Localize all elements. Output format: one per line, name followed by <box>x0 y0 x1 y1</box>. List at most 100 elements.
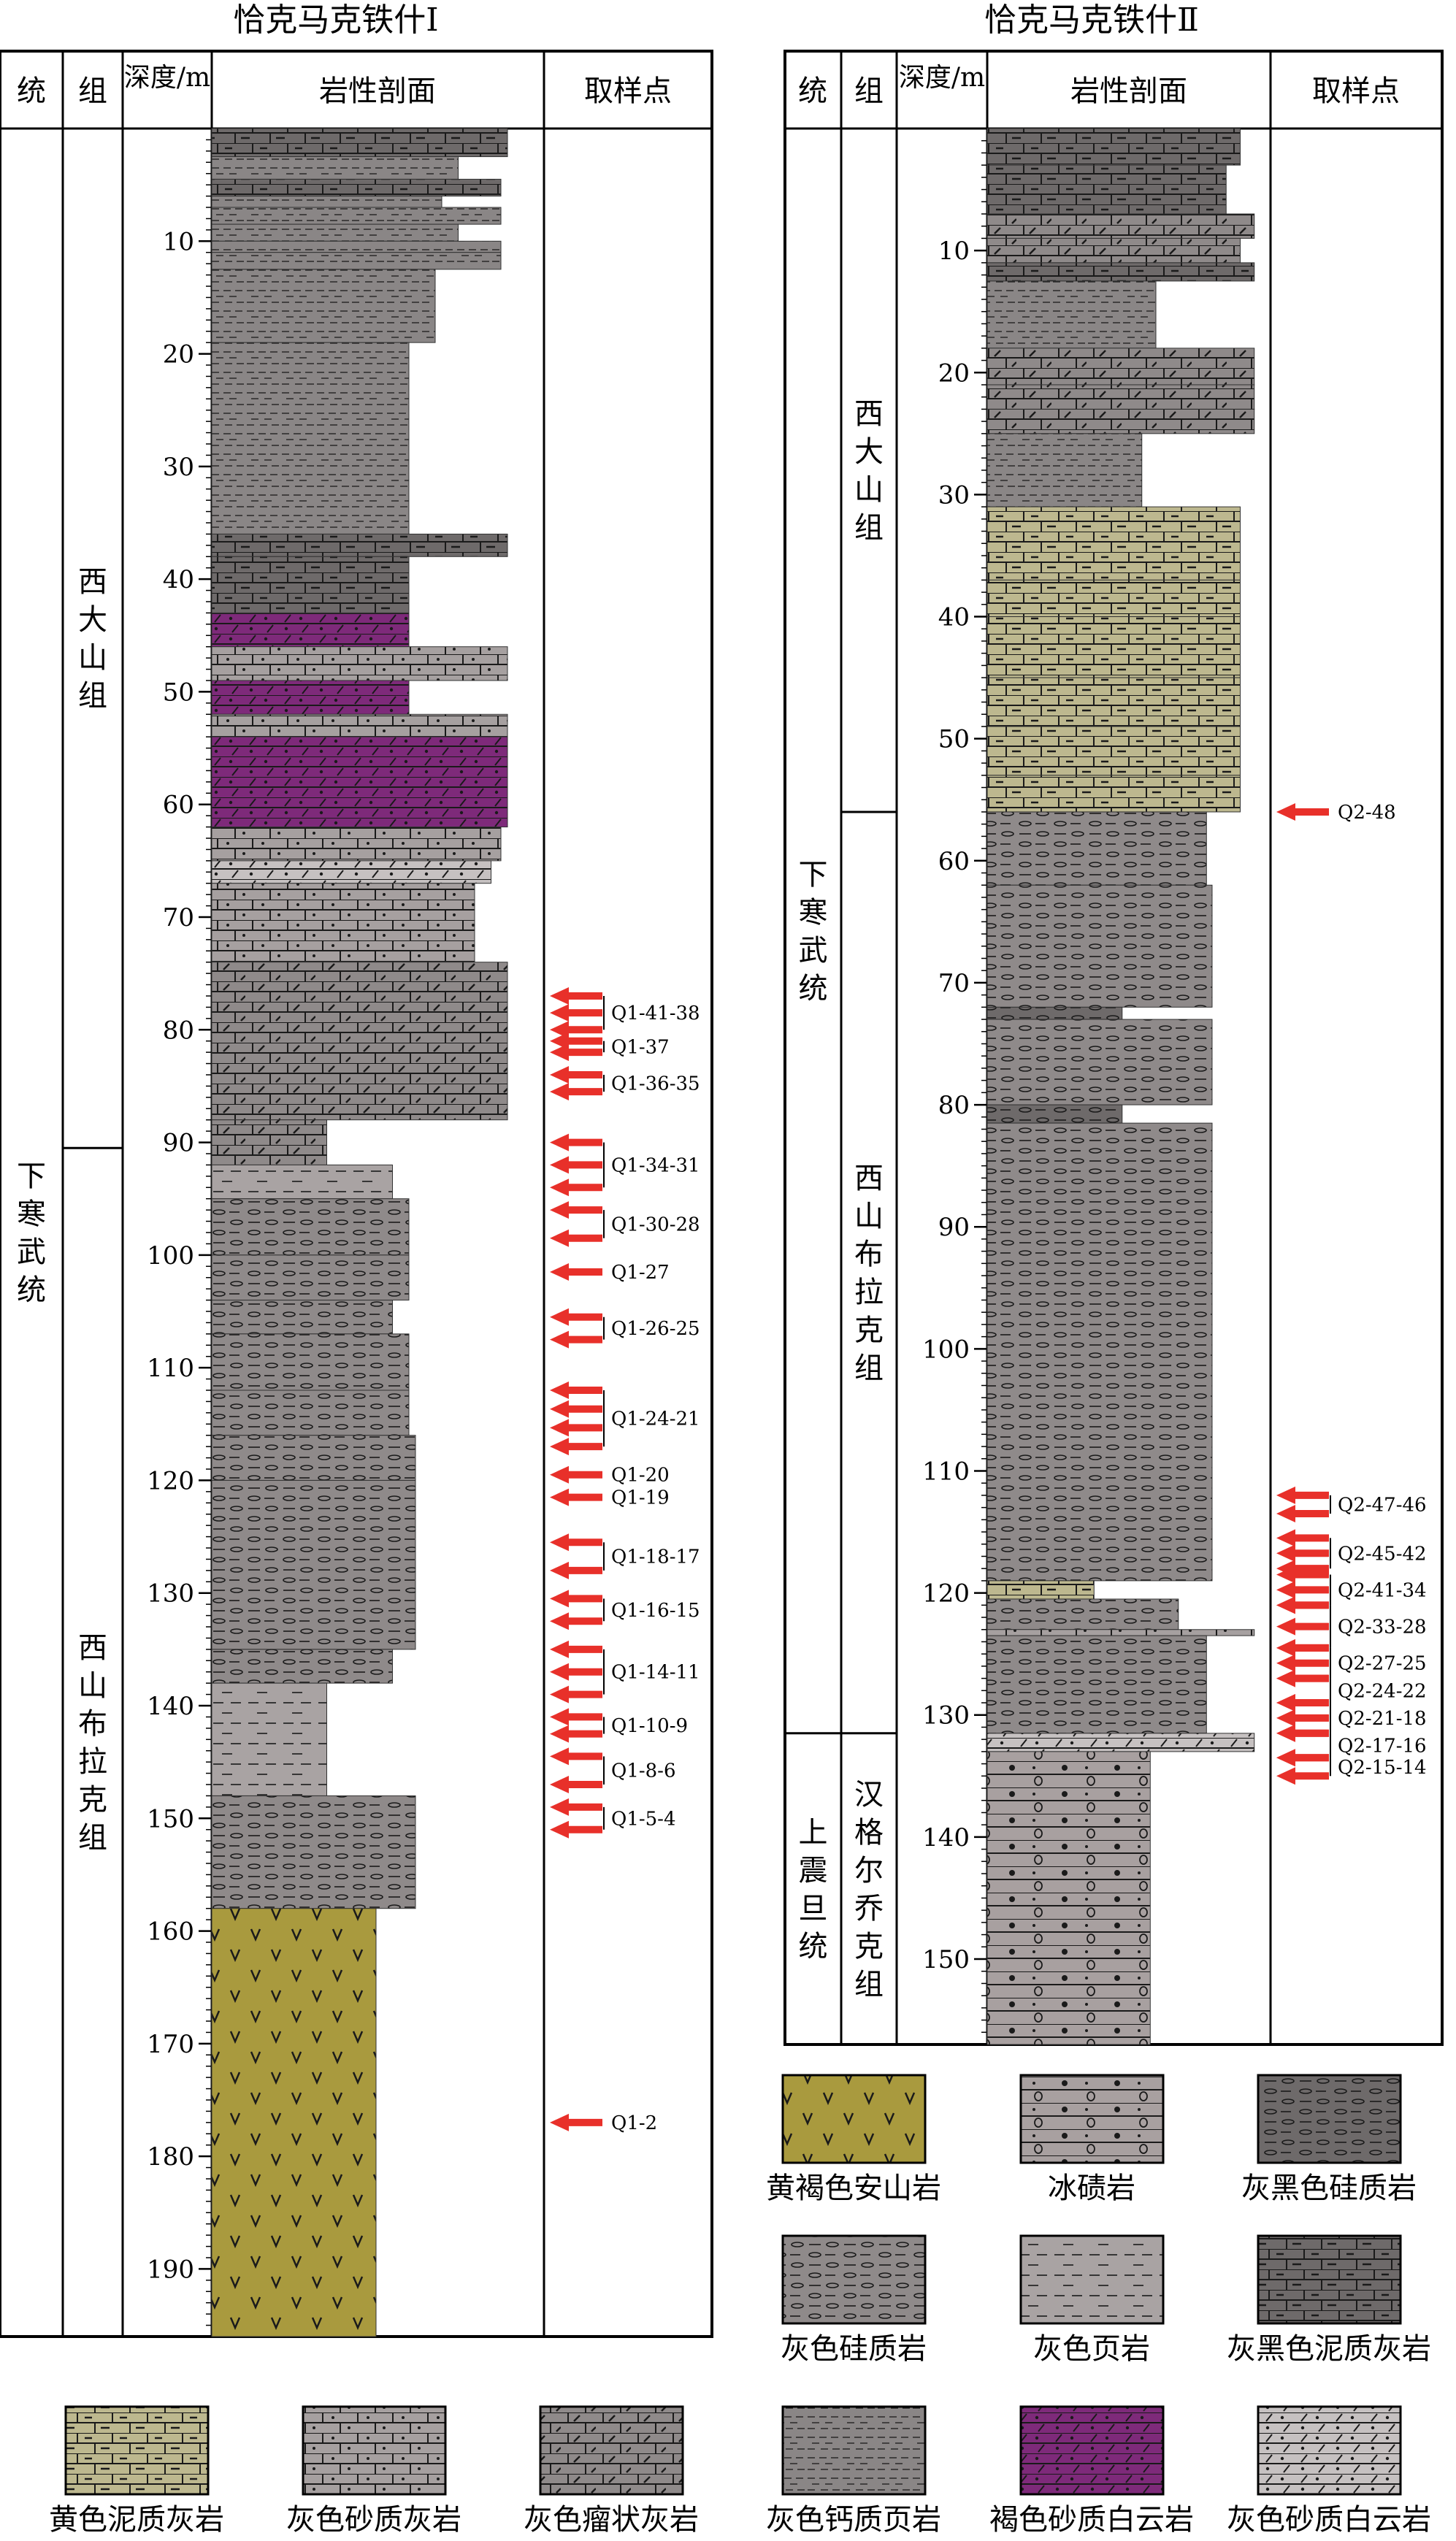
depth-tick-label: 130 <box>147 1579 194 1609</box>
depth-tick-label: 90 <box>163 1129 194 1158</box>
lith-layer-gray-siliceous-rock <box>211 1390 410 1436</box>
depth-tick-label: 140 <box>147 1692 194 1721</box>
depth-tick-label: 60 <box>163 791 194 820</box>
depth-tick-label: 190 <box>147 2255 194 2284</box>
sample-marker: Q1-37 <box>550 1032 670 1062</box>
sample-label: Q2-17-16 <box>1338 1736 1427 1758</box>
lith-layer-brown-sandy-dolomite <box>211 680 410 715</box>
sample-label: Q2-15-14 <box>1338 1757 1427 1779</box>
column-2-header-series: 统 <box>798 74 827 108</box>
formation-unit-label: 西大山组 <box>854 397 884 545</box>
legend-swatch <box>539 2405 684 2496</box>
depth-tick-label: 180 <box>147 2142 194 2172</box>
sample-arrow <box>550 2113 602 2131</box>
lith-layer-brown-sandy-dolomite <box>211 736 508 828</box>
sample-arrow <box>1276 1694 1329 1712</box>
depth-tick-label: 30 <box>938 480 970 510</box>
column-2-header-formation: 组 <box>854 74 884 108</box>
sample-arrow <box>550 1381 602 1399</box>
legend-label: 冰碛岩 <box>1048 2172 1135 2205</box>
depth-tick-label: 20 <box>163 340 194 369</box>
lith-layer-dark-marly-limestone <box>986 128 1241 166</box>
sample-arrow <box>1276 1504 1329 1522</box>
depth-tick-label: 80 <box>938 1091 970 1120</box>
lith-layer-gray-sandy-limestone <box>211 827 502 862</box>
lith-layer-gray-calcareous-shale <box>211 207 502 225</box>
sample-arrow <box>1276 1565 1329 1584</box>
depth-tick-label: 110 <box>147 1354 194 1383</box>
legend-label: 灰黑色泥质灰岩 <box>1227 2332 1431 2366</box>
legend-item: 灰色硅质岩 <box>781 2234 927 2366</box>
sample-marker: Q1-19 <box>550 1487 670 1509</box>
lith-layer-gray-siliceous-rock <box>986 1635 1207 1734</box>
lith-layer-tillite <box>986 1751 1151 2045</box>
column-1-header-samples: 取样点 <box>584 74 672 108</box>
depth-tick-label: 30 <box>163 453 194 482</box>
lith-layer-gray-siliceous-rock <box>211 1795 416 1909</box>
column-1-title: 恰克马克铁什Ⅰ <box>233 1 438 39</box>
lith-layer-gray-nodular-limestone <box>986 408 1255 434</box>
column-2-header-depth: 深度/m <box>899 63 985 93</box>
sample-label: Q1-5-4 <box>611 1808 676 1830</box>
depth-tick-label: 10 <box>938 237 970 266</box>
legend-swatch <box>1019 2074 1165 2164</box>
sample-marker: Q1-30-28 <box>550 1201 700 1247</box>
sample-arrow <box>550 1156 602 1174</box>
sample-arrow <box>550 1640 602 1658</box>
lith-layer-brown-sandy-dolomite <box>211 612 410 648</box>
legend-label: 黄色泥质灰岩 <box>49 2503 224 2537</box>
lith-layer-gray-nodular-limestone <box>211 1119 327 1165</box>
lith-layer-gray-shale <box>211 1682 327 1796</box>
legend-swatch <box>781 2074 927 2164</box>
lith-layer-gray-calcareous-shale <box>986 433 1143 507</box>
sample-label: Q1-14-11 <box>611 1662 700 1684</box>
sample-arrow <box>550 1663 602 1681</box>
lith-layer-dark-marly-limestone <box>211 533 508 557</box>
sample-arrow <box>1276 1724 1329 1742</box>
formation-unit-label: 西大山组 <box>78 565 107 713</box>
legend-item: 灰色砂质灰岩 <box>286 2405 461 2537</box>
sample-label: Q1-37 <box>611 1036 670 1058</box>
lith-layer-gray-siliceous-rock <box>211 1198 410 1256</box>
sample-arrow <box>1276 1749 1329 1767</box>
sample-arrow <box>550 1229 602 1247</box>
sample-arrow <box>550 1590 602 1608</box>
legend-item: 灰色页岩 <box>1019 2234 1165 2366</box>
lith-layer-gray-nodular-limestone <box>211 962 508 1121</box>
lith-layer-gray-sandy-limestone <box>986 1629 1255 1636</box>
depth-tick-label: 50 <box>938 725 970 754</box>
sample-arrow <box>550 1201 602 1219</box>
legend-item: 灰黑色硅质岩 <box>1241 2074 1417 2205</box>
lith-layer-gray-nodular-limestone <box>986 213 1255 239</box>
lith-layer-gray-siliceous-rock <box>211 1333 410 1391</box>
depth-tick-label: 10 <box>163 227 194 256</box>
sample-label: Q1-19 <box>611 1487 670 1509</box>
depth-tick-label: 90 <box>938 1213 970 1242</box>
legend-item: 黄色泥质灰岩 <box>49 2405 224 2537</box>
depth-tick-label: 150 <box>147 1804 194 1833</box>
sample-marker: Q1-5-4 <box>550 1798 676 1839</box>
sample-marker: Q2-47-46 <box>1276 1486 1427 1522</box>
sample-arrow <box>550 1725 602 1743</box>
sample-arrow <box>550 1533 602 1552</box>
legend-item: 冰碛岩 <box>1019 2074 1165 2205</box>
lith-layer-gray-calcareous-shale <box>211 240 502 253</box>
legend-swatch <box>781 2405 927 2496</box>
sample-arrow <box>1276 1529 1329 1547</box>
sample-arrow <box>550 1612 602 1630</box>
legend-swatch <box>1257 2234 1402 2325</box>
depth-tick-label: 160 <box>147 1917 194 1947</box>
legend-item: 灰色砂质白云岩 <box>1227 2405 1431 2537</box>
column-2-title: 恰克马克铁什Ⅱ <box>984 1 1199 39</box>
legend-item: 灰色瘤状灰岩 <box>524 2405 699 2537</box>
sample-marker: Q1-8-6 <box>550 1747 676 1793</box>
sample-arrow <box>1276 1709 1329 1727</box>
lith-layer-gray-siliceous-rock <box>211 1649 393 1684</box>
legend-swatch <box>302 2405 447 2496</box>
sample-arrow <box>550 1561 602 1579</box>
legend-item: 褐色砂质白云岩 <box>989 2405 1194 2537</box>
sample-label: Q2-33-28 <box>1338 1617 1427 1639</box>
lith-layer-gray-calcareous-shale <box>211 223 459 242</box>
